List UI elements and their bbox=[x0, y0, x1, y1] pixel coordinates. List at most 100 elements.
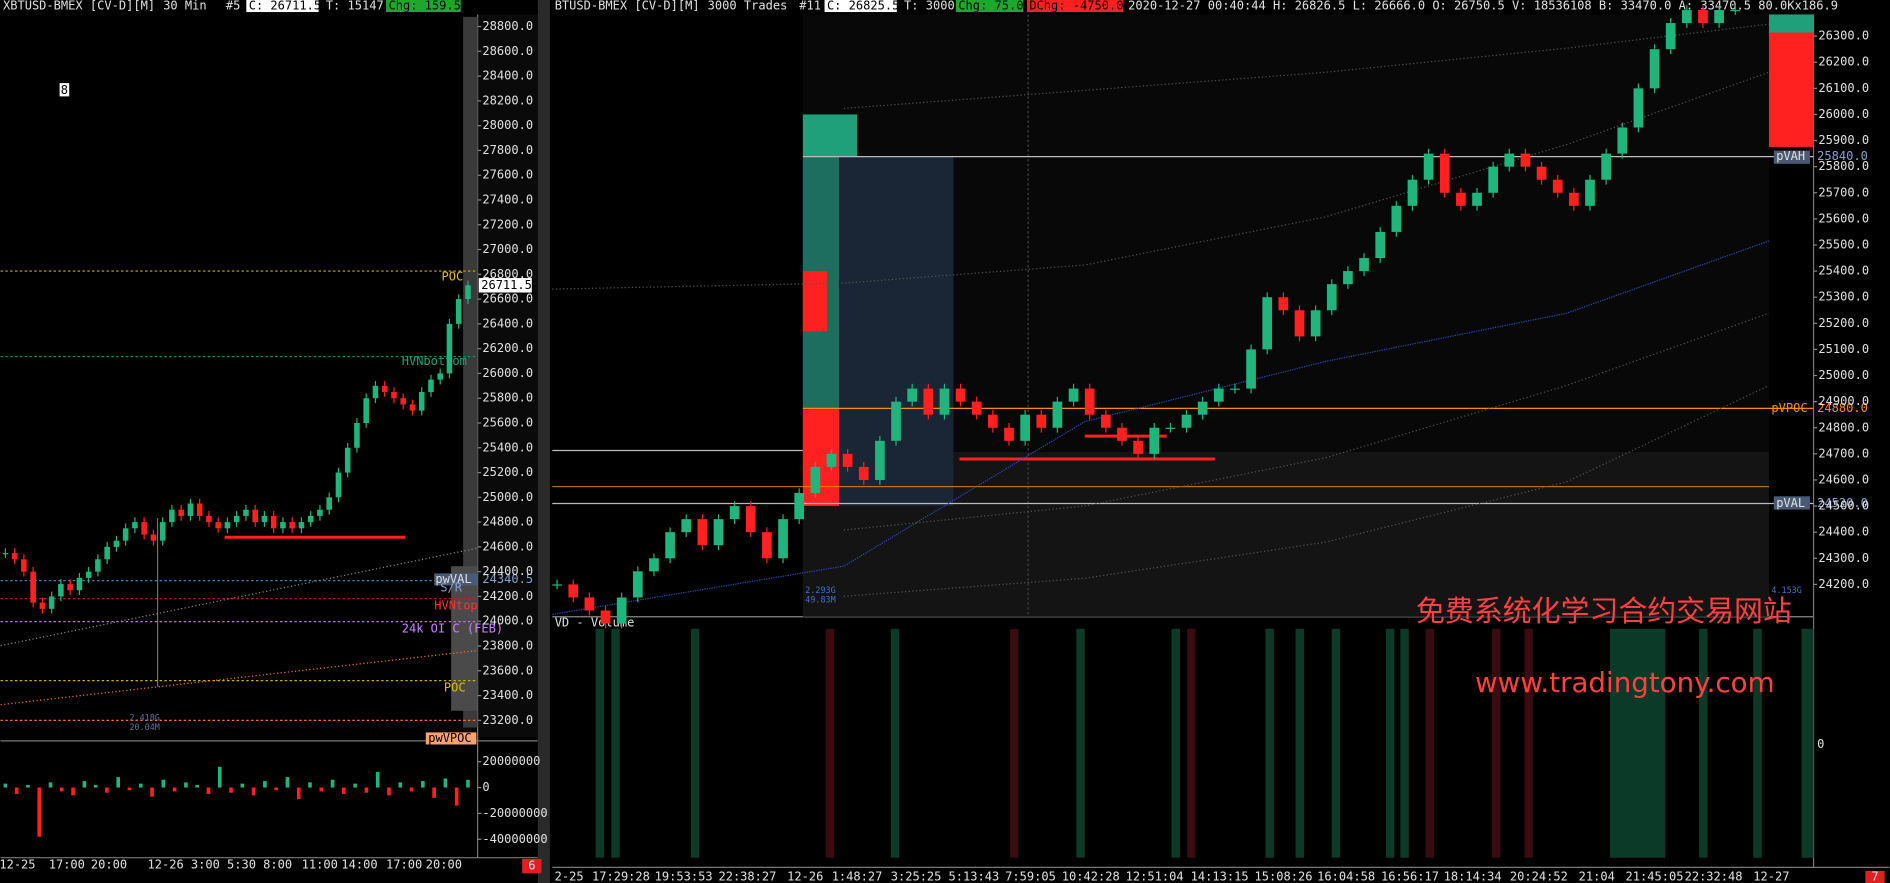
candle bbox=[1665, 23, 1676, 50]
time-label: 8:00 bbox=[263, 857, 292, 871]
vd-stripe bbox=[1699, 628, 1708, 858]
y-tick-label: 24500.0 bbox=[1818, 499, 1869, 513]
candle bbox=[1375, 231, 1386, 259]
delta-bar bbox=[93, 784, 98, 788]
candle bbox=[1197, 401, 1208, 415]
time-label: 2-25 bbox=[555, 869, 584, 883]
candle bbox=[729, 506, 740, 520]
y-tick-label: 27400.0 bbox=[482, 192, 533, 206]
y-tick-label: 26200.0 bbox=[1818, 55, 1869, 69]
time-label: 15:08:26 bbox=[1255, 869, 1313, 883]
y-tick-label: 25700.0 bbox=[1818, 185, 1869, 199]
volume-profile bbox=[463, 16, 478, 728]
lower-title: VD - Volume bbox=[555, 615, 635, 629]
delta-bar bbox=[409, 787, 414, 792]
candle bbox=[1294, 310, 1305, 337]
candle bbox=[891, 401, 901, 441]
candle bbox=[1681, 10, 1692, 24]
candle bbox=[289, 522, 295, 529]
candle bbox=[428, 379, 434, 393]
candle bbox=[48, 596, 55, 609]
delta-bar bbox=[263, 781, 267, 788]
delta-bar bbox=[251, 787, 256, 796]
delta-bar bbox=[206, 787, 211, 794]
candle bbox=[1585, 179, 1595, 206]
badge-text: 6 bbox=[528, 859, 535, 873]
candle bbox=[206, 515, 212, 523]
time-label: 12-26 bbox=[787, 869, 823, 883]
y-tick-label: 24600.0 bbox=[482, 539, 533, 553]
candle bbox=[1601, 153, 1611, 180]
candle bbox=[363, 398, 369, 423]
candle bbox=[1068, 388, 1079, 402]
candle bbox=[907, 388, 918, 402]
delta-bar bbox=[454, 787, 459, 806]
vd-stripe bbox=[825, 628, 835, 858]
candle bbox=[1133, 440, 1143, 454]
time-label: 14:13:15 bbox=[1191, 869, 1249, 883]
profile-bar bbox=[1768, 14, 1814, 147]
vd-stripe bbox=[1609, 628, 1666, 858]
interval: 3000 Trades bbox=[708, 0, 788, 13]
splitter bbox=[537, 0, 550, 883]
vwap-band bbox=[843, 384, 1770, 597]
badge bbox=[522, 858, 542, 874]
y-tick-label: 25800.0 bbox=[482, 391, 533, 405]
candle bbox=[1536, 166, 1547, 180]
candle bbox=[988, 414, 998, 428]
candle bbox=[132, 522, 138, 529]
last-price-box bbox=[478, 278, 532, 293]
candle bbox=[11, 553, 18, 560]
marker: 8 bbox=[61, 83, 68, 97]
y-tick-label: 0 bbox=[482, 780, 489, 794]
badge-text: 7 bbox=[1871, 869, 1878, 883]
candle bbox=[141, 522, 147, 535]
y-tick-label: 25200.0 bbox=[1818, 316, 1869, 330]
y-tick-label: 25400.0 bbox=[1818, 264, 1869, 278]
candle bbox=[1407, 179, 1418, 206]
delta-bar bbox=[387, 787, 391, 796]
candle bbox=[552, 584, 562, 586]
delta-bar bbox=[240, 783, 245, 788]
pvpoc-label: pVPOC bbox=[1771, 401, 1807, 415]
delta-bar bbox=[421, 781, 425, 788]
close-box bbox=[246, 0, 319, 13]
pvah-box bbox=[1773, 150, 1810, 164]
candle bbox=[1617, 127, 1628, 154]
y-tick-label: 28200.0 bbox=[482, 93, 533, 107]
y-tick-label: 24800.0 bbox=[482, 515, 533, 529]
candle bbox=[584, 597, 595, 611]
close: C: 26711.5 bbox=[249, 0, 321, 13]
vd-stripe bbox=[1076, 628, 1085, 858]
vd-stripe bbox=[1385, 628, 1395, 858]
delta-bar bbox=[172, 787, 177, 792]
delta-bar bbox=[127, 787, 132, 791]
poc-label: POC bbox=[444, 680, 466, 694]
candle bbox=[1488, 166, 1499, 193]
y-tick-label: 26600.0 bbox=[482, 292, 533, 306]
volume-profile bbox=[451, 566, 478, 711]
candle bbox=[270, 515, 277, 529]
candle bbox=[1359, 258, 1369, 272]
profile-volume: 49.83M bbox=[805, 594, 835, 604]
candle bbox=[243, 509, 249, 516]
delta-bar bbox=[116, 777, 121, 788]
candle bbox=[955, 388, 966, 402]
bar-index: #5 bbox=[226, 0, 241, 13]
marker-box bbox=[59, 83, 70, 97]
delta-bar bbox=[432, 787, 436, 798]
candle bbox=[1714, 10, 1724, 24]
candle bbox=[1036, 414, 1047, 428]
y-tick-label: 25600.0 bbox=[482, 415, 533, 429]
candle bbox=[326, 497, 332, 510]
y-tick-label: 24000.0 bbox=[482, 614, 533, 628]
delta-bar bbox=[150, 787, 154, 797]
candle bbox=[1100, 414, 1111, 428]
time-label: 20:24:52 bbox=[1510, 869, 1568, 883]
candle bbox=[713, 519, 724, 546]
candle bbox=[1456, 192, 1466, 206]
candle bbox=[1004, 427, 1014, 441]
candle bbox=[762, 532, 772, 559]
y-tick-label: 23600.0 bbox=[482, 663, 533, 677]
